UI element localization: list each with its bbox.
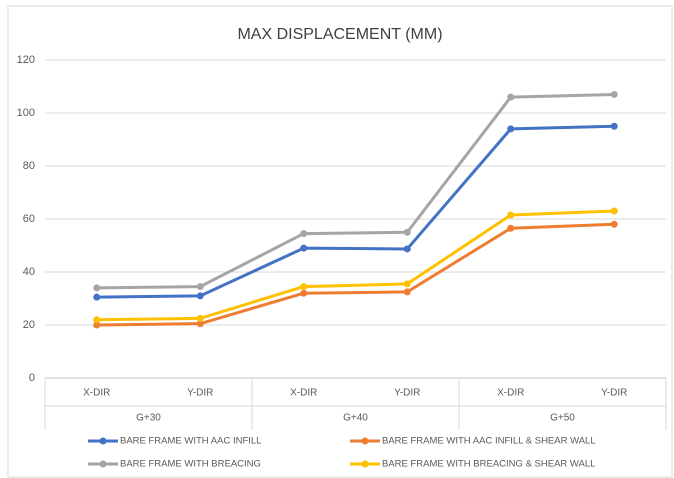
legend-label: BARE FRAME WITH AAC INFILL & SHEAR WALL <box>382 436 596 447</box>
data-point <box>610 220 618 228</box>
y-tick-label: 20 <box>23 319 35 331</box>
legend-marker <box>99 437 107 445</box>
data-point <box>93 284 101 292</box>
y-tick-label: 100 <box>17 107 35 119</box>
data-point <box>403 228 411 236</box>
group-label: G+50 <box>550 413 575 424</box>
y-tick-label: 60 <box>23 213 35 225</box>
data-point <box>507 224 515 232</box>
data-point <box>93 321 101 329</box>
x-tick-label: X-DIR <box>290 388 317 399</box>
data-point <box>610 122 618 130</box>
y-tick-label: 120 <box>17 54 35 66</box>
data-point <box>403 245 411 253</box>
data-point <box>196 320 204 328</box>
data-point <box>610 207 618 215</box>
legend-label: BARE FRAME WITH BREACING & SHEAR WALL <box>382 459 595 470</box>
legend-marker <box>361 437 369 445</box>
data-point <box>403 280 411 288</box>
series-line <box>96 124 615 299</box>
data-point <box>93 316 101 324</box>
y-tick-label: 80 <box>23 160 35 172</box>
data-point <box>507 211 515 219</box>
data-point <box>300 289 308 297</box>
legend-marker <box>361 460 369 468</box>
data-point <box>196 292 204 300</box>
y-tick-label: 40 <box>23 266 35 278</box>
legend-label: BARE FRAME WITH BREACING <box>120 459 261 470</box>
data-point <box>300 283 308 291</box>
data-point <box>507 93 515 101</box>
chart-title: MAX DISPLACEMENT (MM) <box>237 26 442 43</box>
legend-label: BARE FRAME WITH AAC INFILL <box>120 436 261 447</box>
x-tick-label: X-DIR <box>83 388 110 399</box>
data-point <box>93 293 101 301</box>
data-point <box>610 90 618 98</box>
data-point <box>403 288 411 296</box>
data-point <box>300 244 308 252</box>
series-line <box>96 209 615 322</box>
group-label: G+30 <box>136 413 161 424</box>
data-point <box>300 230 308 238</box>
data-point <box>196 283 204 291</box>
series-line <box>96 222 615 327</box>
data-point <box>196 314 204 322</box>
chart-border <box>7 5 673 478</box>
data-point <box>507 125 515 133</box>
x-tick-label: Y-DIR <box>187 388 213 399</box>
group-label: G+40 <box>343 413 368 424</box>
y-tick-label: 0 <box>29 372 35 384</box>
legend-marker <box>99 460 107 468</box>
x-tick-label: X-DIR <box>497 388 524 399</box>
series-line <box>96 92 615 290</box>
x-tick-label: Y-DIR <box>601 388 627 399</box>
x-tick-label: Y-DIR <box>394 388 420 399</box>
